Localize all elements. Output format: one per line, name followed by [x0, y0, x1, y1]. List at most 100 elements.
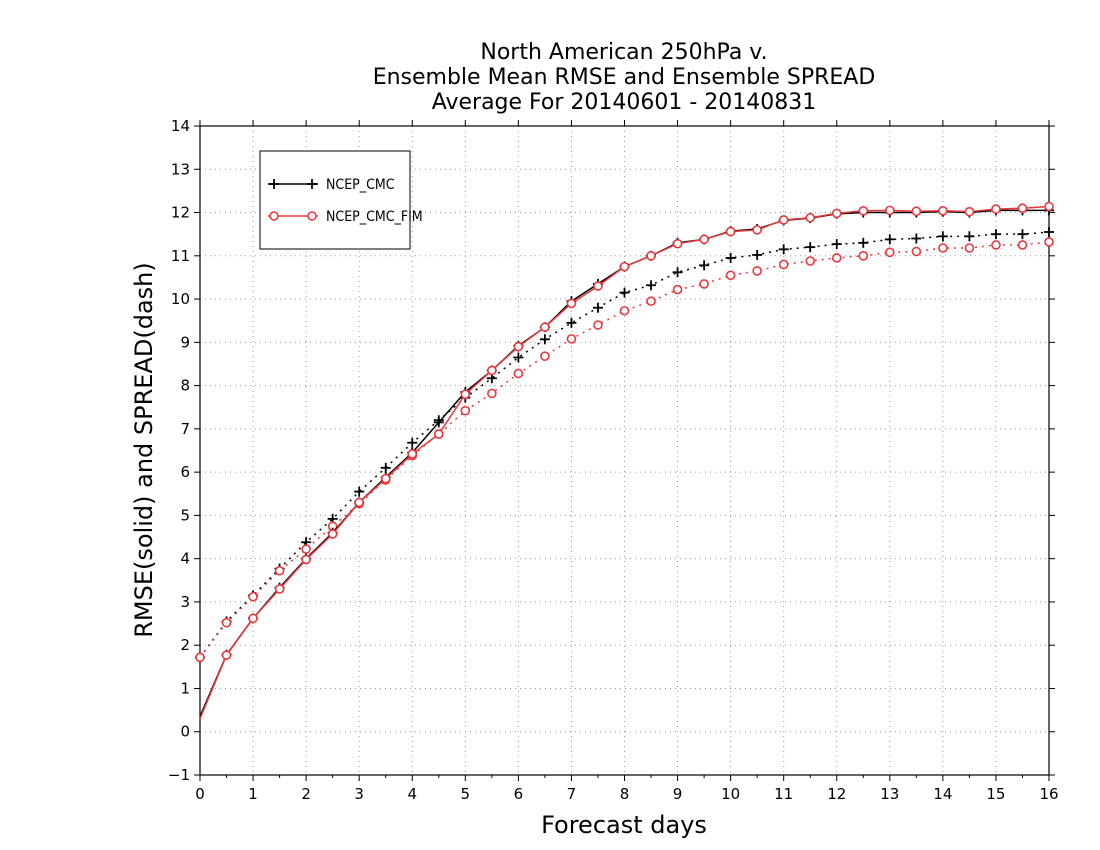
series-marker-circle — [248, 613, 258, 624]
series-marker-circle — [195, 652, 205, 663]
series-marker-circle — [805, 212, 816, 223]
series-marker-circle — [938, 206, 948, 216]
y-tick-label: −1 — [168, 766, 190, 784]
chart-title: North American 250hPa v. Ensemble Mean R… — [373, 40, 876, 115]
series-marker-circle — [540, 351, 550, 361]
series-marker-circle — [301, 554, 311, 565]
series-marker-circle — [752, 225, 762, 235]
series-marker-circle — [964, 243, 975, 253]
series-marker-circle — [831, 208, 842, 219]
legend: NCEP_CMC NCEP_CMC_FIM — [259, 150, 423, 250]
x-tick-label: 2 — [301, 785, 311, 803]
series-marker-circle — [540, 322, 550, 332]
series-marker-circle — [699, 279, 709, 289]
y-tick-label: 2 — [180, 636, 190, 654]
x-tick-label: 6 — [514, 785, 524, 803]
series-marker-circle — [805, 256, 816, 266]
y-tick-label: 9 — [180, 333, 190, 351]
series-marker-circle — [460, 405, 471, 416]
series-marker-circle — [699, 234, 709, 245]
series-layer — [195, 201, 1054, 720]
series-marker-circle — [1044, 201, 1054, 212]
y-tick-label: 13 — [171, 160, 190, 178]
series-line — [199, 241, 1050, 658]
title-line-3: Average For 20140601 - 20140831 — [432, 90, 817, 115]
series-marker-circle — [327, 529, 338, 539]
y-tick-label: 1 — [180, 679, 190, 697]
title-line-1: North American 250hPa v. — [480, 40, 767, 65]
series-ncep-cmc-fim-rmse — [199, 201, 1054, 720]
x-tick-label: 10 — [721, 785, 740, 803]
series-ncep-cmc-spread — [195, 227, 1054, 663]
y-tick-label: 11 — [171, 247, 190, 265]
x-tick-label: 14 — [933, 785, 952, 803]
series-marker-circle — [513, 368, 524, 379]
y-tick-label: 12 — [171, 204, 190, 222]
series-marker-circle — [858, 251, 869, 261]
series-marker-circle — [1017, 240, 1028, 250]
series-marker-circle — [513, 341, 524, 352]
legend-label: NCEP_CMC_FIM — [326, 209, 423, 225]
y-tick-label: 0 — [180, 723, 190, 741]
series-marker-circle — [725, 226, 736, 237]
x-tick-label: 7 — [567, 785, 577, 803]
x-tick-label: 12 — [827, 785, 846, 803]
series-marker-circle — [1017, 203, 1028, 214]
series-marker-circle — [487, 388, 497, 399]
series-marker-circle — [487, 365, 497, 376]
series-marker-circle — [778, 215, 789, 225]
series-marker-circle — [274, 565, 285, 576]
y-tick-label: 3 — [180, 593, 190, 611]
y-tick-label: 6 — [180, 463, 190, 481]
axis-ticks: 0 1 2 3 4 5 6 7 8 9 10 11 12 13 14 15 16−101234567891011… — [168, 117, 1059, 803]
y-tick-label: 5 — [180, 506, 190, 524]
series-marker-circle — [964, 206, 975, 217]
series-marker-circle — [593, 320, 603, 330]
series-marker-circle — [380, 473, 391, 484]
title-line-2: Ensemble Mean RMSE and Ensemble SPREAD — [373, 65, 876, 90]
x-tick-label: 15 — [986, 785, 1005, 803]
x-tick-label: 9 — [673, 785, 683, 803]
grid — [200, 126, 1049, 775]
x-tick-label: 0 — [195, 785, 205, 803]
series-marker-circle — [752, 266, 762, 276]
series-marker-circle — [991, 240, 1001, 250]
x-tick-label: 11 — [774, 785, 793, 803]
series-marker-circle — [646, 251, 656, 261]
series-marker-circle — [911, 246, 922, 257]
series-marker-circle — [354, 497, 364, 508]
series-marker-circle — [460, 389, 471, 400]
series-marker-circle — [274, 584, 285, 594]
series-marker-circle — [858, 206, 869, 216]
series-marker-circle — [221, 650, 232, 660]
series-line — [199, 231, 1050, 658]
x-tick-label: 5 — [461, 785, 471, 803]
series-marker-circle — [672, 284, 683, 295]
series-ncep-cmc-rmse — [199, 205, 1054, 717]
y-tick-label: 10 — [171, 290, 190, 308]
x-tick-label: 8 — [620, 785, 630, 803]
series-marker-circle — [831, 253, 842, 263]
series-marker-circle — [433, 429, 444, 439]
y-tick-label: 7 — [180, 420, 190, 438]
series-marker-circle — [725, 270, 736, 281]
x-tick-label: 13 — [880, 785, 899, 803]
series-marker-circle — [301, 544, 311, 554]
series-marker-circle — [778, 259, 789, 270]
x-tick-label: 1 — [248, 785, 258, 803]
x-axis-label: Forecast days — [541, 811, 707, 839]
y-tick-label: 4 — [180, 550, 190, 568]
series-marker-circle — [221, 617, 232, 628]
legend-box — [259, 150, 411, 250]
series-marker-circle — [991, 204, 1001, 214]
series-marker-circle — [407, 449, 418, 459]
series-marker-circle — [619, 261, 630, 272]
series-marker-circle — [885, 205, 895, 216]
y-tick-label: 8 — [180, 377, 190, 395]
series-ncep-cmc-fim-spread — [195, 237, 1054, 663]
series-marker-circle — [646, 296, 656, 307]
series-marker-circle — [672, 238, 683, 249]
series-marker-circle — [593, 281, 603, 291]
series-marker-circle — [248, 591, 258, 602]
